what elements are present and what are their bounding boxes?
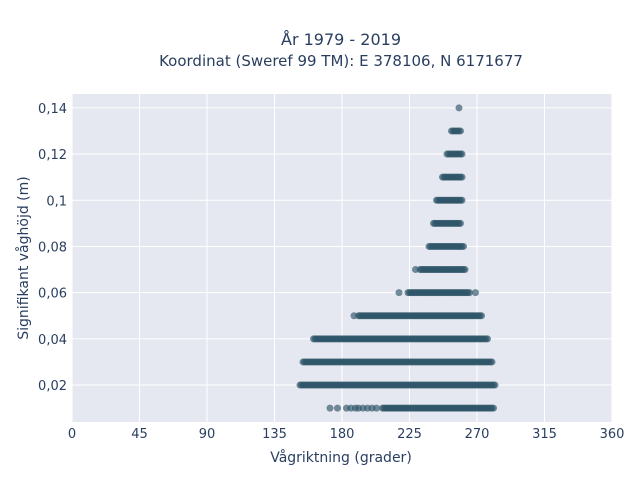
- x-tick-label: 360: [600, 427, 625, 442]
- data-point: [334, 404, 341, 412]
- data-point: [488, 358, 496, 366]
- chart-title-line2: Koordinat (Sweref 99 TM): E 378106, N 61…: [159, 52, 523, 70]
- data-point: [457, 219, 464, 227]
- data-point: [350, 312, 358, 320]
- data-point: [491, 381, 499, 389]
- x-tick-label: 0: [68, 427, 76, 442]
- x-axis-label: Vågriktning (grader): [270, 449, 412, 466]
- y-tick-label: 0,04: [38, 333, 67, 348]
- data-point: [472, 289, 479, 297]
- x-tick-label: 225: [397, 427, 422, 442]
- data-point: [466, 289, 473, 297]
- y-tick-label: 0,06: [38, 287, 67, 302]
- data-point: [461, 266, 469, 274]
- data-point: [478, 312, 485, 320]
- data-point: [412, 266, 419, 274]
- x-tick-label: 180: [330, 427, 355, 442]
- x-tick-label: 135: [262, 427, 287, 442]
- x-tick-label: 45: [131, 427, 148, 442]
- x-tick-label: 90: [199, 427, 216, 442]
- data-point: [458, 150, 466, 158]
- x-tick-label: 315: [532, 427, 557, 442]
- data-point: [373, 404, 380, 412]
- data-point: [458, 173, 466, 181]
- data-point: [326, 404, 334, 412]
- data-point: [490, 404, 497, 412]
- y-axis-label: Signifikant våghöjd (m): [15, 176, 32, 339]
- x-tick-labels: 0 45 90 135 180 225 270 315 360: [68, 427, 625, 442]
- chart-title-line1: År 1979 - 2019: [281, 30, 401, 49]
- y-tick-labels: 0,02 0,04 0,06 0,08 0,1 0,12 0,14: [38, 102, 67, 394]
- data-point: [458, 196, 466, 204]
- data-points: [296, 104, 499, 412]
- data-point: [457, 127, 464, 135]
- y-tick-label: 0,1: [46, 194, 67, 209]
- x-tick-label: 270: [465, 427, 490, 442]
- y-tick-label: 0,14: [38, 102, 67, 117]
- data-point: [484, 335, 491, 343]
- y-tick-label: 0,02: [38, 379, 67, 394]
- data-point: [460, 242, 467, 250]
- y-tick-label: 0,08: [38, 240, 67, 255]
- y-tick-label: 0,12: [38, 148, 67, 163]
- data-point: [395, 289, 403, 297]
- data-point: [455, 104, 463, 112]
